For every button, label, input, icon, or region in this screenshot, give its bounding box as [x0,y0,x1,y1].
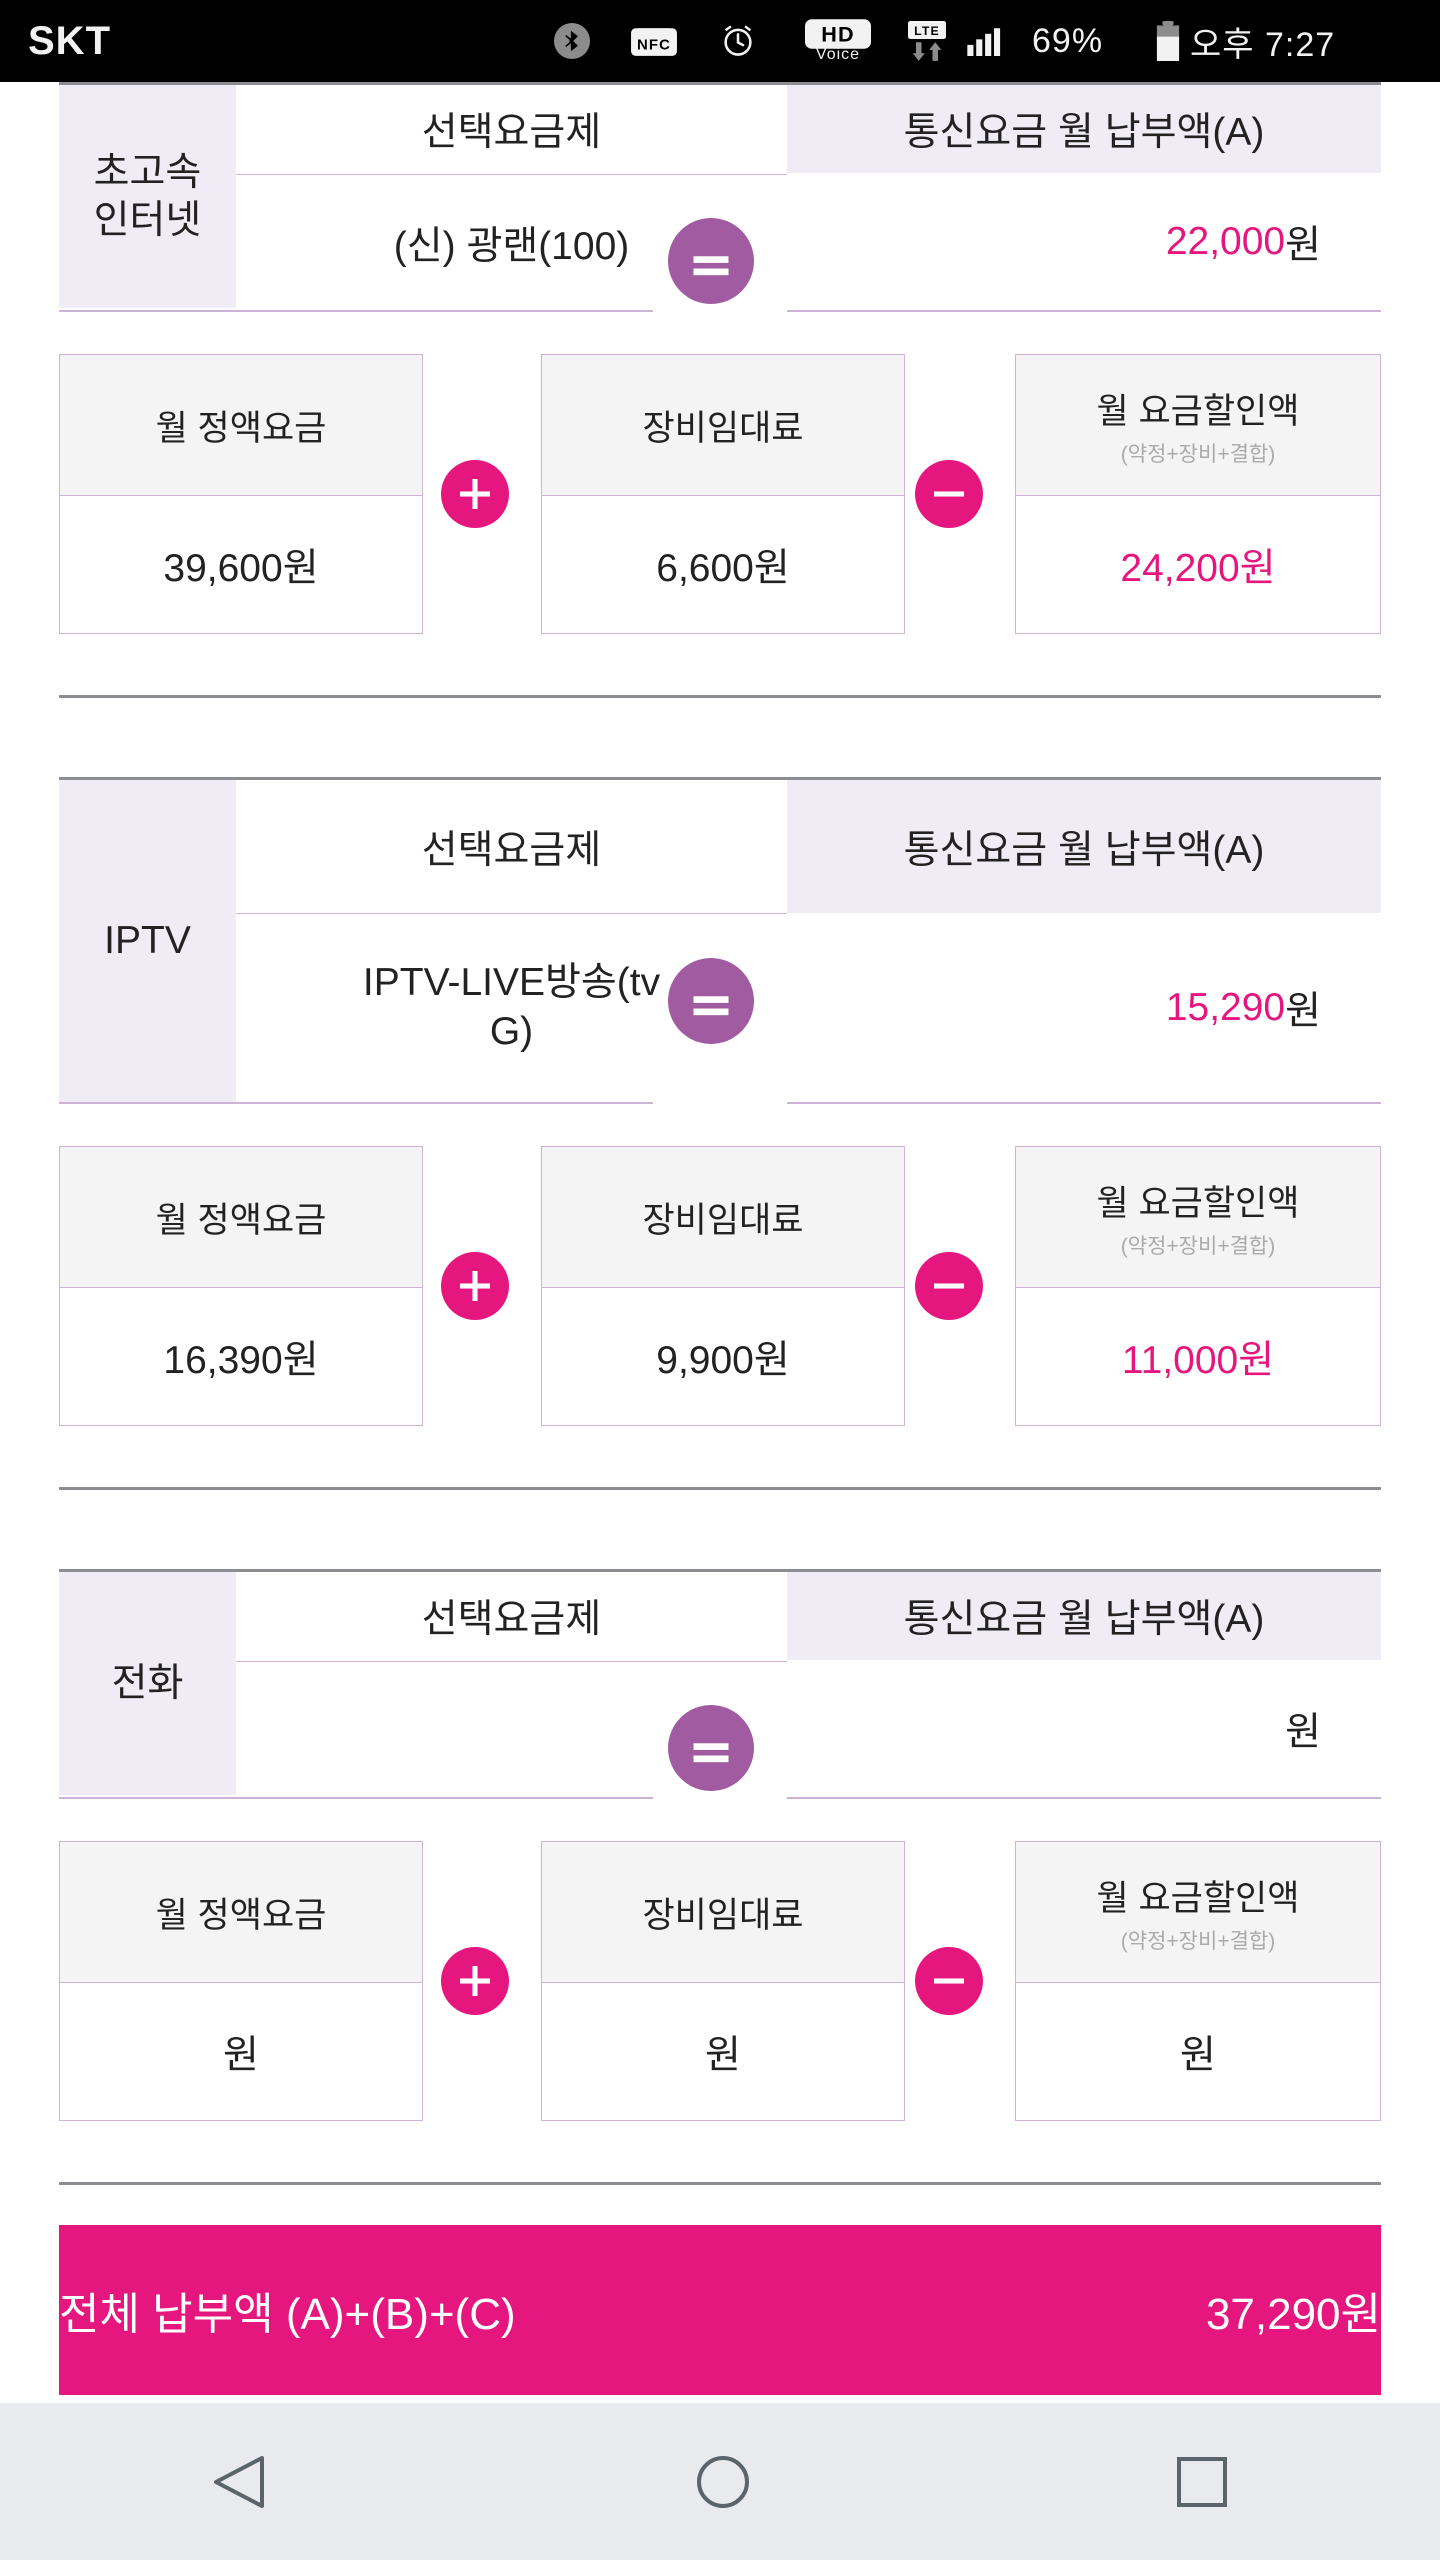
svg-text:LTE: LTE [914,24,940,38]
svg-text:NFC: NFC [637,36,671,53]
svg-text:HD: HD [821,21,855,46]
